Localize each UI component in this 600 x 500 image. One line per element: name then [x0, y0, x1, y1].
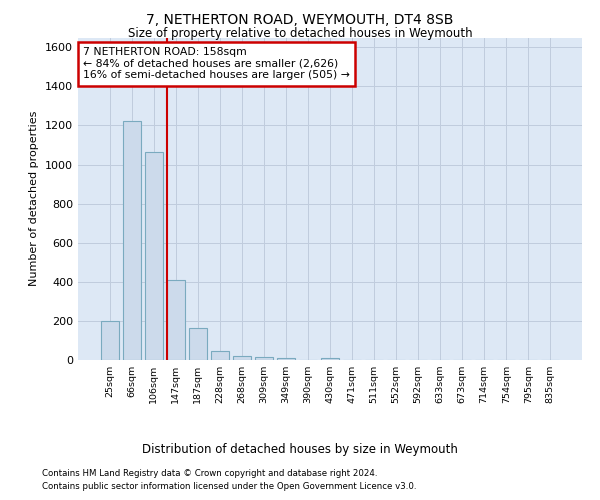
Bar [277, 358, 295, 360]
Text: Contains public sector information licensed under the Open Government Licence v3: Contains public sector information licen… [42, 482, 416, 491]
Text: Contains HM Land Registry data © Crown copyright and database right 2024.: Contains HM Land Registry data © Crown c… [42, 468, 377, 477]
Bar [255, 357, 273, 360]
Bar [167, 280, 185, 360]
Text: 7 NETHERTON ROAD: 158sqm
← 84% of detached houses are smaller (2,626)
16% of sem: 7 NETHERTON ROAD: 158sqm ← 84% of detach… [83, 47, 350, 80]
Bar [101, 321, 119, 360]
Bar [211, 351, 229, 360]
Text: Distribution of detached houses by size in Weymouth: Distribution of detached houses by size … [142, 442, 458, 456]
Bar [321, 358, 339, 360]
Bar [145, 152, 163, 360]
Text: Size of property relative to detached houses in Weymouth: Size of property relative to detached ho… [128, 28, 472, 40]
Bar [123, 120, 140, 360]
Bar [233, 356, 251, 360]
Text: 7, NETHERTON ROAD, WEYMOUTH, DT4 8SB: 7, NETHERTON ROAD, WEYMOUTH, DT4 8SB [146, 12, 454, 26]
Bar [189, 328, 206, 360]
Y-axis label: Number of detached properties: Number of detached properties [29, 111, 40, 286]
